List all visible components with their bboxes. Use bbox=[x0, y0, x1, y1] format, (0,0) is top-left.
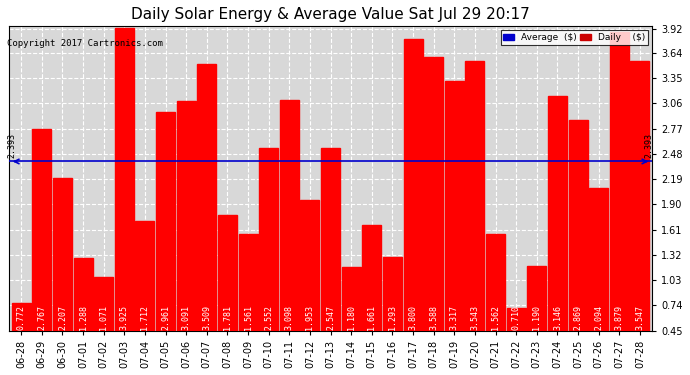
Text: 1.953: 1.953 bbox=[306, 305, 315, 330]
Text: 1.190: 1.190 bbox=[532, 305, 541, 330]
Bar bbox=[506, 308, 526, 370]
Text: 3.543: 3.543 bbox=[471, 305, 480, 330]
Text: 3.091: 3.091 bbox=[181, 305, 190, 330]
Text: 2.393: 2.393 bbox=[644, 133, 653, 158]
Text: 2.207: 2.207 bbox=[58, 305, 67, 330]
Text: 3.800: 3.800 bbox=[408, 305, 417, 330]
Bar bbox=[115, 28, 134, 370]
Bar bbox=[466, 62, 484, 370]
Title: Daily Solar Energy & Average Value Sat Jul 29 20:17: Daily Solar Energy & Average Value Sat J… bbox=[131, 7, 530, 22]
Text: 3.509: 3.509 bbox=[202, 305, 211, 330]
Text: 3.547: 3.547 bbox=[635, 305, 644, 330]
Text: 3.925: 3.925 bbox=[120, 305, 129, 330]
Text: 3.879: 3.879 bbox=[615, 305, 624, 330]
Bar bbox=[589, 188, 608, 370]
Bar bbox=[383, 257, 402, 370]
Text: 1.781: 1.781 bbox=[223, 305, 232, 330]
Bar bbox=[548, 96, 567, 370]
Bar bbox=[631, 61, 649, 370]
Bar bbox=[74, 258, 92, 370]
Text: 3.146: 3.146 bbox=[553, 305, 562, 330]
Bar bbox=[321, 148, 340, 370]
Text: 1.293: 1.293 bbox=[388, 305, 397, 330]
Bar bbox=[445, 81, 464, 370]
Bar bbox=[95, 277, 113, 370]
Bar bbox=[404, 39, 422, 370]
Bar bbox=[53, 178, 72, 370]
Bar bbox=[569, 120, 587, 370]
Text: 1.180: 1.180 bbox=[346, 305, 356, 330]
Bar bbox=[32, 129, 51, 370]
Bar bbox=[239, 234, 257, 370]
Text: 0.710: 0.710 bbox=[512, 305, 521, 330]
Bar bbox=[610, 32, 629, 370]
Text: 1.712: 1.712 bbox=[141, 305, 150, 330]
Bar bbox=[280, 100, 299, 370]
Text: 1.071: 1.071 bbox=[99, 305, 108, 330]
Text: Copyright 2017 Cartronics.com: Copyright 2017 Cartronics.com bbox=[7, 39, 163, 48]
Text: 1.561: 1.561 bbox=[244, 305, 253, 330]
Bar bbox=[197, 64, 217, 370]
Text: 1.661: 1.661 bbox=[367, 305, 376, 330]
Bar bbox=[12, 303, 31, 370]
Bar bbox=[527, 266, 546, 370]
Bar bbox=[135, 221, 155, 370]
Text: 3.317: 3.317 bbox=[450, 305, 459, 330]
Bar bbox=[218, 215, 237, 370]
Text: 2.094: 2.094 bbox=[594, 305, 603, 330]
Bar bbox=[424, 57, 443, 370]
Legend: Average  ($), Daily    ($): Average ($), Daily ($) bbox=[500, 30, 648, 45]
Bar bbox=[362, 225, 382, 370]
Text: 2.869: 2.869 bbox=[573, 305, 582, 330]
Text: 3.588: 3.588 bbox=[429, 305, 438, 330]
Bar bbox=[177, 100, 196, 370]
Bar bbox=[486, 234, 505, 370]
Text: 2.552: 2.552 bbox=[264, 305, 273, 330]
Text: 3.098: 3.098 bbox=[285, 305, 294, 330]
Bar bbox=[342, 267, 361, 370]
Bar bbox=[259, 148, 278, 370]
Text: 2.393: 2.393 bbox=[8, 133, 17, 158]
Text: 2.961: 2.961 bbox=[161, 305, 170, 330]
Text: 2.767: 2.767 bbox=[37, 305, 46, 330]
Text: 1.562: 1.562 bbox=[491, 305, 500, 330]
Text: 2.547: 2.547 bbox=[326, 305, 335, 330]
Text: 0.772: 0.772 bbox=[17, 305, 26, 330]
Bar bbox=[300, 200, 319, 370]
Bar bbox=[156, 112, 175, 370]
Text: 1.288: 1.288 bbox=[79, 305, 88, 330]
